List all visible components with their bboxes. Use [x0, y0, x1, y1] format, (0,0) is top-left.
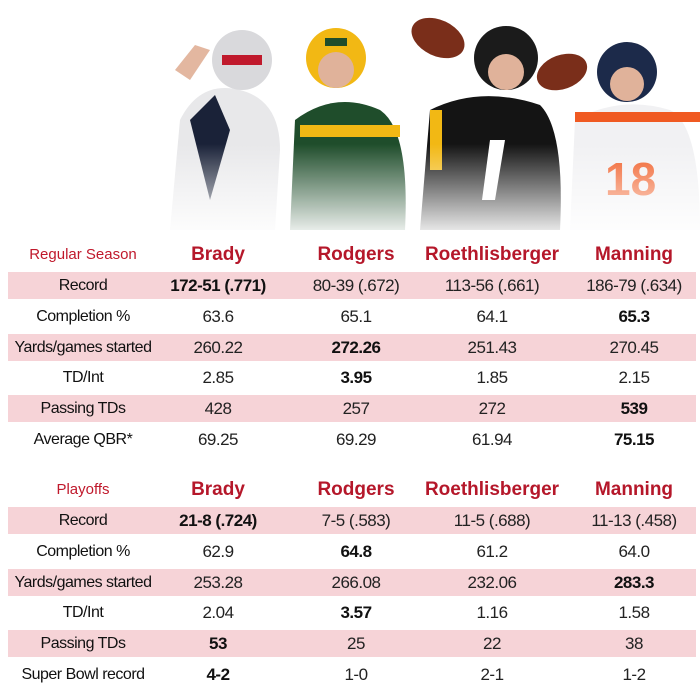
column-header: Roethlisberger: [424, 244, 560, 265]
stat-cell: 251.43: [467, 337, 518, 357]
stat-cell: 272: [478, 399, 506, 419]
stat-cell: 61.94: [471, 430, 513, 449]
stat-cell: 266.08: [331, 572, 382, 592]
row-background: [8, 568, 696, 596]
stat-cell: 3.95: [340, 368, 372, 388]
stat-cell: 1-2: [622, 665, 646, 684]
row-label: Super Bowl record: [21, 666, 145, 683]
stat-cell: 283.3: [613, 572, 655, 592]
stat-cell: 64.8: [340, 541, 372, 561]
stat-cell: 1.85: [476, 368, 508, 388]
stat-cell: 65.3: [618, 306, 650, 326]
stat-cell: 61.2: [476, 541, 508, 561]
stat-cell: 62.9: [202, 541, 234, 561]
stat-cell: 253.28: [193, 572, 244, 592]
row-label: Average QBR*: [33, 431, 133, 448]
stat-cell: 272.26: [331, 337, 382, 357]
stat-cell: 257: [342, 399, 370, 419]
row-background: [8, 272, 696, 299]
stat-cell: 64.0: [618, 541, 650, 561]
stat-cell: 69.29: [335, 430, 377, 449]
row-label: Yards/games started: [14, 338, 152, 356]
row-label: TD/Int: [62, 369, 104, 387]
player-photos: 18: [0, 0, 700, 240]
stat-cell: 80-39 (.672): [312, 276, 400, 295]
stat-cell: 21-8 (.724): [179, 511, 257, 530]
stat-cell: 63.6: [202, 306, 234, 326]
stat-cell: 38: [625, 634, 643, 654]
stat-cell: 2.04: [202, 603, 234, 623]
row-label: Record: [58, 512, 108, 529]
stat-cell: 428: [204, 399, 232, 419]
stat-cell: 11-5 (.688): [453, 511, 531, 530]
stat-cell: 65.1: [340, 306, 372, 326]
row-background: [8, 395, 696, 423]
stat-cell: 69.25: [197, 430, 239, 449]
column-header: Rodgers: [317, 244, 395, 265]
column-header: Rodgers: [317, 479, 395, 500]
stat-cell: 1.58: [618, 603, 650, 623]
row-label: Passing TDs: [40, 635, 126, 653]
stat-cell: 270.45: [609, 337, 660, 357]
stat-cell: 22: [483, 634, 501, 654]
stat-cell: 75.15: [613, 430, 655, 449]
stat-cell: 3.57: [340, 603, 372, 623]
row-background: [8, 333, 696, 361]
row-label: Completion %: [36, 307, 130, 325]
row-label: Record: [58, 277, 108, 294]
stat-cell: 2.15: [618, 368, 650, 388]
stat-cell: 172-51 (.771): [170, 276, 266, 295]
column-header: Manning: [594, 479, 674, 500]
stat-cell: 186-79 (.634): [586, 276, 682, 295]
stat-cell: 4-2: [206, 665, 230, 684]
column-header: Brady: [191, 244, 245, 265]
stat-cell: 2-1: [480, 665, 504, 684]
stat-cell: 64.1: [476, 306, 508, 326]
stat-cell: 1.16: [476, 603, 508, 623]
column-header: Manning: [594, 244, 674, 265]
column-header: Roethlisberger: [424, 479, 560, 500]
stat-cell: 260.22: [193, 337, 244, 357]
section-title: Regular Season: [29, 246, 137, 263]
stat-cell: 53: [209, 634, 227, 654]
stat-cell: 539: [620, 399, 648, 419]
row-background: [8, 507, 696, 534]
stat-cell: 232.06: [467, 572, 518, 592]
stat-cell: 11-13 (.458): [591, 511, 677, 530]
stat-cell: 25: [347, 634, 365, 654]
row-label: Completion %: [36, 542, 130, 560]
stat-cell: 2.85: [202, 368, 234, 388]
column-header: Brady: [191, 479, 245, 500]
row-label: Passing TDs: [40, 400, 126, 418]
stat-cell: 113-56 (.661): [444, 276, 540, 295]
stat-cell: 7-5 (.583): [321, 511, 391, 530]
row-background: [8, 630, 696, 658]
section-title: Playoffs: [56, 481, 110, 498]
stat-cell: 1-0: [344, 665, 368, 684]
row-label: TD/Int: [62, 604, 104, 622]
row-label: Yards/games started: [14, 573, 152, 591]
